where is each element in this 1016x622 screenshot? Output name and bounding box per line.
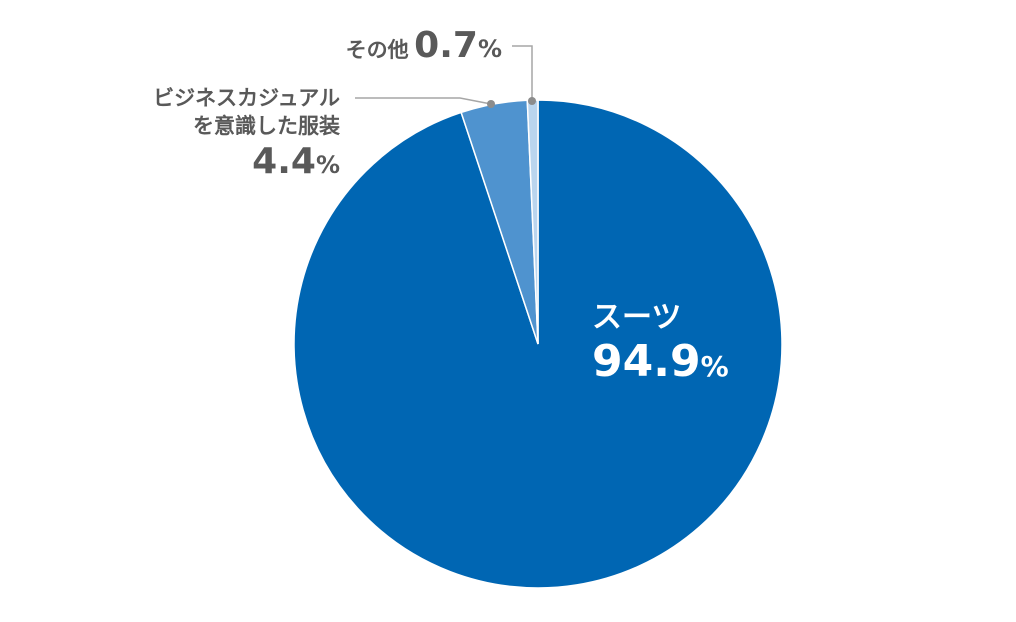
leader-line-other (512, 45, 533, 101)
percent-sign: % (700, 350, 729, 383)
data-label-other: その他 0.7% (346, 24, 502, 74)
data-label-business-casual: ビジネスカジュアル を意識した服装 4.4% (153, 84, 340, 190)
leader-dot-other (528, 97, 536, 105)
leader-dot-business-casual (487, 100, 495, 108)
percent-sign: % (477, 35, 502, 63)
label-suits-name: スーツ (592, 300, 682, 335)
label-business-casual-value: 4.4 (252, 141, 316, 182)
label-other-value: 0.7 (414, 25, 478, 66)
label-business-casual-line1: ビジネスカジュアル (153, 86, 340, 110)
percent-sign: % (315, 151, 340, 179)
label-business-casual-line2: を意識した服装 (193, 114, 340, 138)
data-label-suits: スーツ 94.9% (592, 300, 729, 397)
leader-line-business-casual (355, 97, 492, 105)
label-other-name: その他 (345, 38, 409, 62)
label-suits-value: 94.9 (592, 336, 701, 387)
